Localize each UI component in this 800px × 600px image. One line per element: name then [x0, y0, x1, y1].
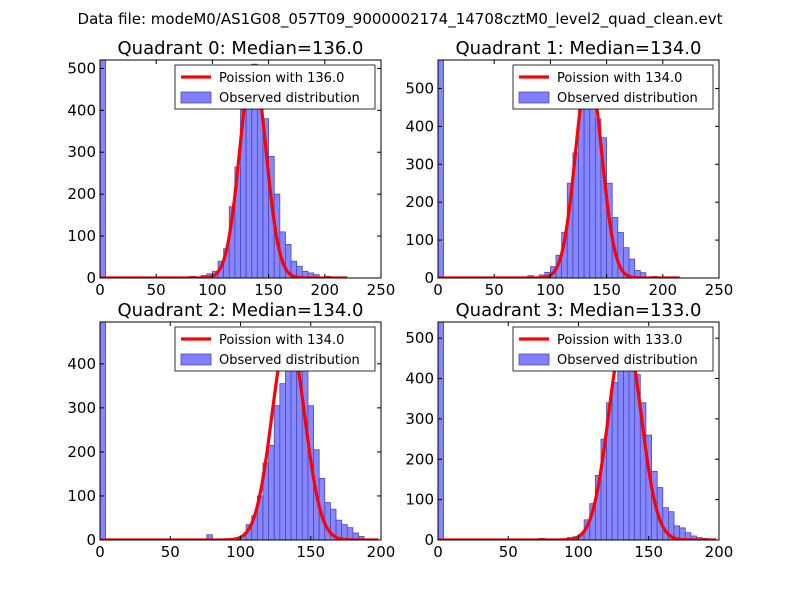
y-tick-label: 100 — [67, 227, 96, 245]
quadrant-0-hist-bar — [100, 60, 107, 278]
y-tick-label: 300 — [67, 143, 96, 161]
quadrant-1-axes-frame — [437, 59, 720, 279]
x-tick-label: 150 — [634, 543, 663, 561]
quadrant-2-panel: 0 50 100 150 200 0 100 200 300 400 Quadrant 2: Med… — [67, 300, 395, 561]
x-tick-label: 150 — [296, 543, 325, 561]
x-tick-label: 0 — [95, 281, 105, 299]
x-tick-label: 200 — [367, 543, 396, 561]
quadrant-2-title: Quadrant 2: Median=134.0 — [118, 300, 364, 321]
quadrant-0-hist-bar — [245, 84, 253, 278]
x-tick-label: 0 — [95, 543, 105, 561]
y-tick-label: 0 — [86, 531, 96, 549]
y-tick-label: 400 — [405, 370, 434, 388]
legend-hist-label: Observed distribution — [557, 353, 698, 368]
legend-hist-label: Observed distribution — [557, 91, 698, 106]
y-tick-label: 500 — [405, 79, 434, 97]
legend-hist-label: Observed distribution — [219, 353, 360, 368]
x-tick-label: 100 — [226, 543, 255, 561]
legend-hist-label: Observed distribution — [219, 91, 360, 106]
y-tick-label: 400 — [67, 355, 96, 373]
x-tick-label: 100 — [536, 281, 565, 299]
quadrant-1-hist-bar — [438, 60, 445, 278]
x-tick-label: 200 — [705, 543, 734, 561]
y-tick-label: 0 — [424, 269, 434, 287]
quadrant-3-fit-line — [438, 330, 718, 540]
quadrant-3-hist-bar — [438, 322, 445, 540]
quadrant-2-hist-bar — [285, 361, 292, 540]
y-tick-label: 400 — [405, 117, 434, 135]
y-tick-label: 100 — [67, 487, 96, 505]
y-tick-label: 0 — [424, 531, 434, 549]
legend-hist-swatch — [518, 353, 550, 366]
quadrant-1-legend: Poission with 134.0 Observed distribution — [512, 64, 714, 110]
quadrant-2-hist-bar — [279, 383, 286, 540]
quadrant-2-hist-bar — [268, 444, 275, 540]
quadrant-2-hist-bar — [346, 527, 354, 540]
y-tick-label: 0 — [86, 269, 96, 287]
legend-hist-swatch — [180, 353, 212, 366]
quadrant-0-title: Quadrant 0: Median=136.0 — [118, 38, 364, 59]
y-tick-label: 300 — [67, 399, 96, 417]
quadrant-1-panel: 0 50 100 150 200 250 0 100 200 300 400 500 Quadrant … — [405, 38, 733, 299]
y-tick-label: 500 — [67, 59, 96, 77]
quadrant-2-hist-bar — [273, 405, 281, 540]
quadrant-3-panel: 0 50 100 150 200 0 100 200 300 400 500 Quadrant 3: … — [405, 300, 733, 561]
legend-fit-label: Poission with 134.0 — [219, 333, 344, 348]
y-tick-label: 200 — [405, 450, 434, 468]
x-tick-label: 150 — [254, 281, 283, 299]
x-tick-label: 250 — [705, 281, 734, 299]
y-tick-label: 200 — [67, 185, 96, 203]
y-tick-label: 100 — [405, 231, 434, 249]
quadrant-panels: 0 50 100 150 200 2500100200300400500Quadrant … — [67, 38, 733, 561]
quadrant-3-hist-bar — [611, 382, 619, 540]
quadrant-1-title: Quadrant 1: Median=134.0 — [456, 38, 702, 59]
quadrant-3-plot-area — [438, 322, 718, 540]
x-tick-label: 200 — [310, 281, 339, 299]
quadrant-0-axes-frame — [99, 59, 382, 279]
quadrant-3-hist-bar — [617, 349, 624, 540]
y-tick-label: 200 — [405, 193, 434, 211]
x-tick-label: 150 — [592, 281, 621, 299]
quadrant-3-legend: Poission with 133.0 Observed distribution — [512, 326, 714, 372]
quadrant-3-title: Quadrant 3: Median=133.0 — [456, 300, 702, 321]
y-tick-label: 300 — [405, 410, 434, 428]
quadrant-2-fit-line — [100, 331, 380, 540]
quadrant-1-hist-bar — [628, 258, 636, 278]
x-tick-label: 100 — [564, 543, 593, 561]
figure-title: Data file: modeM0/AS1G08_057T09_90000021… — [78, 10, 723, 29]
x-tick-label: 50 — [485, 281, 504, 299]
legend-fit-label: Poission with 133.0 — [557, 333, 682, 348]
x-tick-label: 50 — [499, 543, 518, 561]
y-tick-label: 200 — [67, 443, 96, 461]
x-tick-label: 50 — [147, 281, 166, 299]
y-tick-label: 500 — [405, 329, 434, 347]
quadrant-0-legend: Poission with 136.0 Observed distribution — [174, 64, 376, 110]
y-tick-label: 300 — [405, 155, 434, 173]
legend-hist-swatch — [180, 91, 212, 104]
y-tick-label: 100 — [405, 491, 434, 509]
x-tick-label: 100 — [198, 281, 227, 299]
quadrant-1-hist-bar — [589, 80, 596, 278]
quadrant-2-hist-bar — [100, 322, 107, 540]
x-tick-label: 50 — [161, 543, 180, 561]
quadrant-2-legend: Poission with 134.0 Observed distribution — [174, 326, 376, 372]
legend-fit-label: Poission with 136.0 — [219, 71, 344, 86]
x-tick-label: 0 — [433, 543, 443, 561]
quadrant-0-panel: 0 50 100 150 200 250 0 100 200 300 400 500 Quadrant … — [67, 38, 395, 299]
x-tick-label: 200 — [648, 281, 677, 299]
x-tick-label: 250 — [367, 281, 396, 299]
y-tick-label: 400 — [67, 101, 96, 119]
quadrant-3-hist-bar — [623, 370, 630, 540]
legend-fit-label: Poission with 134.0 — [557, 71, 682, 86]
x-tick-label: 0 — [433, 281, 443, 299]
legend-hist-swatch — [518, 91, 550, 104]
